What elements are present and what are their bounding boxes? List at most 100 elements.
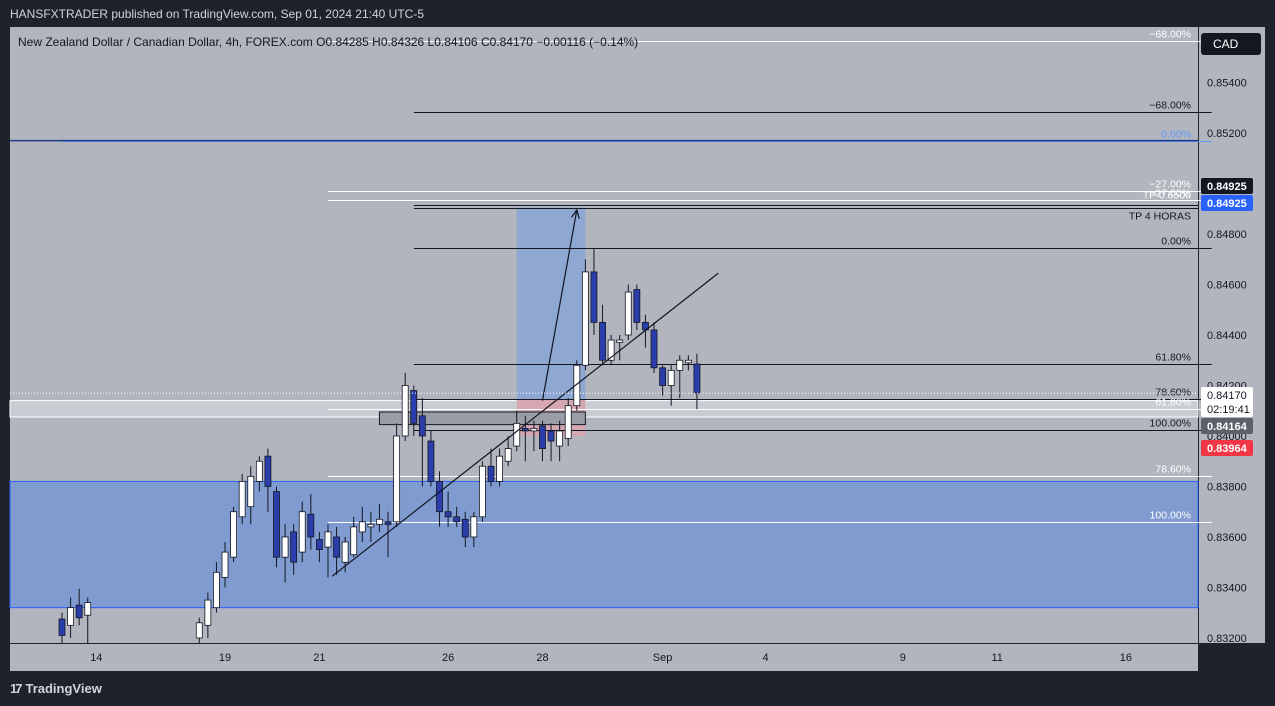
price-label-text: 0.84164 xyxy=(1207,421,1248,433)
fib-level-label: 100.00% xyxy=(1150,510,1191,522)
projection-arrow[interactable] xyxy=(541,209,578,401)
candle[interactable] xyxy=(204,592,212,638)
candle[interactable] xyxy=(324,524,332,578)
candle[interactable] xyxy=(376,504,383,532)
candle[interactable] xyxy=(479,461,486,522)
candle[interactable] xyxy=(255,456,263,492)
candle-body xyxy=(324,531,332,548)
candle[interactable] xyxy=(521,415,529,462)
candle[interactable] xyxy=(684,355,692,371)
price-label: 0.84170 xyxy=(1201,387,1253,403)
candle[interactable] xyxy=(667,365,675,406)
candle-body xyxy=(581,271,589,366)
x-tick-label: 19 xyxy=(219,652,231,664)
candle[interactable] xyxy=(290,524,298,575)
candle[interactable] xyxy=(444,491,452,527)
candle[interactable] xyxy=(556,420,564,462)
candle[interactable] xyxy=(84,597,92,643)
candle[interactable] xyxy=(487,448,495,487)
candle[interactable] xyxy=(221,542,229,588)
candle-body xyxy=(58,618,66,636)
time-axis[interactable] xyxy=(10,643,1198,671)
candle[interactable] xyxy=(530,420,538,452)
price-label: 0.84925 xyxy=(1201,195,1253,211)
y-tick-label: 0.85200 xyxy=(1207,128,1247,140)
order-block[interactable] xyxy=(378,411,586,426)
candle[interactable] xyxy=(581,259,589,371)
candle-body xyxy=(67,607,74,626)
candle[interactable] xyxy=(547,423,555,462)
x-tick-label: 21 xyxy=(313,652,325,664)
candle[interactable] xyxy=(401,372,409,442)
candle-body xyxy=(427,440,435,482)
candles-layer[interactable] xyxy=(58,249,701,643)
candle[interactable] xyxy=(350,516,358,558)
candle[interactable] xyxy=(693,353,701,410)
candle[interactable] xyxy=(393,423,401,527)
candle-body xyxy=(255,460,263,482)
candle[interactable] xyxy=(633,284,641,330)
candle[interactable] xyxy=(58,612,66,643)
candle-body xyxy=(496,455,503,482)
candle[interactable] xyxy=(247,466,255,525)
symbol-legend[interactable]: New Zealand Dollar / Canadian Dollar, 4h… xyxy=(18,35,639,49)
candle[interactable] xyxy=(599,304,606,366)
candle[interactable] xyxy=(470,511,478,548)
tradingview-logo[interactable]: 17 TradingView xyxy=(10,681,102,696)
candle[interactable] xyxy=(453,506,461,527)
price-label-text: 02:19:41 xyxy=(1207,404,1250,416)
candle[interactable] xyxy=(607,335,615,366)
candle[interactable] xyxy=(427,430,435,487)
candle[interactable] xyxy=(230,506,238,563)
candle[interactable] xyxy=(238,473,246,525)
candle[interactable] xyxy=(298,501,306,563)
candle[interactable] xyxy=(75,588,83,626)
candle[interactable] xyxy=(624,284,632,341)
candle[interactable] xyxy=(573,360,581,411)
demand-zone[interactable] xyxy=(9,480,1199,609)
tradingview-logo-icon: 17 xyxy=(10,681,23,696)
candle[interactable] xyxy=(418,398,426,487)
candle[interactable] xyxy=(195,617,203,643)
candle[interactable] xyxy=(676,355,684,399)
candle[interactable] xyxy=(410,385,418,436)
candle[interactable] xyxy=(384,511,392,558)
candle[interactable] xyxy=(504,435,512,467)
candle[interactable] xyxy=(461,511,469,548)
price-label: 0.84925 xyxy=(1201,178,1253,194)
candle[interactable] xyxy=(264,448,272,512)
candle[interactable] xyxy=(367,511,375,543)
candle[interactable] xyxy=(650,322,658,373)
fib-level-label: 78.60% xyxy=(1155,387,1191,399)
currency-button[interactable]: CAD xyxy=(1201,33,1261,55)
price-label-text: 0.84170 xyxy=(1207,390,1247,402)
price-label-text: 0.83964 xyxy=(1207,443,1248,455)
candle[interactable] xyxy=(659,365,666,396)
candle[interactable] xyxy=(590,249,598,335)
drawings-layer[interactable]: TP 0.6500 TP 4 HORAS xyxy=(10,190,1198,577)
candle-body xyxy=(633,289,641,323)
candle[interactable] xyxy=(273,486,280,568)
candle[interactable] xyxy=(307,494,315,550)
candle[interactable] xyxy=(213,562,220,613)
fib-level-label: 61.80% xyxy=(1155,397,1191,409)
candle-body xyxy=(281,536,289,558)
candle[interactable] xyxy=(616,335,624,361)
candle[interactable] xyxy=(564,398,572,447)
candle[interactable] xyxy=(315,531,323,563)
candle-body xyxy=(659,367,666,386)
candle[interactable] xyxy=(436,471,443,527)
candle[interactable] xyxy=(281,524,289,583)
candle[interactable] xyxy=(496,448,503,487)
candle[interactable] xyxy=(358,506,366,543)
price-label-box xyxy=(1201,401,1253,417)
candle-body xyxy=(84,602,92,616)
trendline[interactable] xyxy=(331,272,719,577)
candle-body xyxy=(521,428,529,432)
fib-level-label: −27.00% xyxy=(1149,188,1191,200)
candle[interactable] xyxy=(333,526,340,575)
candle[interactable] xyxy=(539,420,546,462)
price-axis[interactable] xyxy=(1198,27,1265,643)
candle[interactable] xyxy=(67,597,74,638)
